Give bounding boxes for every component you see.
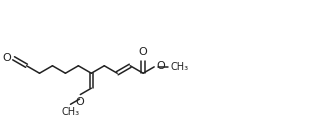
Text: CH₃: CH₃ bbox=[170, 62, 189, 72]
Text: O: O bbox=[75, 97, 84, 107]
Text: O: O bbox=[157, 61, 166, 71]
Text: O: O bbox=[2, 53, 11, 63]
Text: CH₃: CH₃ bbox=[62, 107, 79, 117]
Text: O: O bbox=[139, 47, 147, 57]
